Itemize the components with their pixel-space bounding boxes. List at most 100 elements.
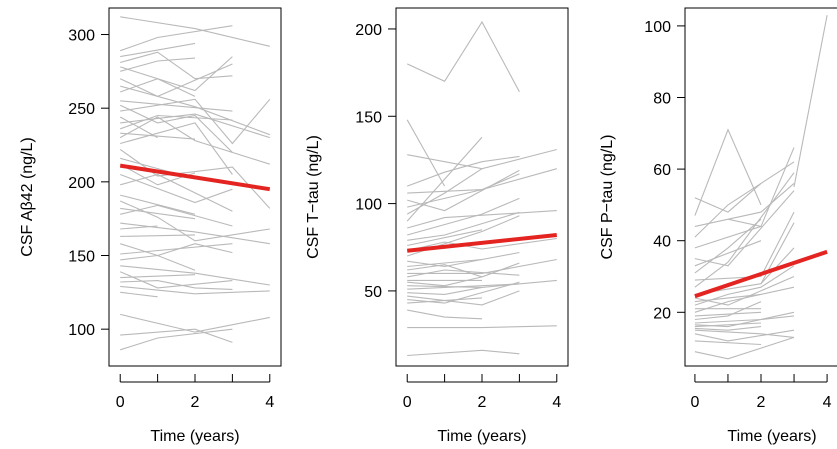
subject-line-28: [120, 222, 270, 245]
subject-line-13: [407, 229, 483, 247]
subject-line-7: [407, 173, 520, 208]
subject-line-9: [120, 78, 196, 97]
y-tick-label: 200: [68, 175, 95, 192]
subject-line-6: [694, 190, 795, 267]
subject-lines: [406, 20, 557, 357]
panel-csf-abeta42: 0 2 4 100 150 200 250 300 Time (years) CSF Aβ42 (…: [19, 7, 282, 445]
x-tick-label: 0: [690, 394, 699, 411]
subject-line-26: [407, 290, 520, 306]
subject-line-35: [119, 271, 233, 289]
subject-line-9: [694, 211, 795, 281]
plot-frame: [684, 7, 837, 367]
subject-line-20: [407, 269, 520, 278]
subject-line-31: [407, 349, 520, 357]
subject-line-3: [120, 42, 196, 58]
subject-line-24: [694, 329, 795, 342]
subject-line-12: [407, 211, 520, 241]
subject-line-24: [120, 194, 196, 215]
x-tick-label: 2: [191, 394, 200, 411]
subject-line-22: [407, 276, 483, 287]
subject-lines: [694, 15, 828, 360]
x-tick-label: 2: [478, 394, 487, 411]
subject-line-11: [694, 247, 795, 295]
y-tick-label: 150: [68, 249, 95, 266]
subject-line-19: [694, 315, 795, 324]
subject-lines: [119, 16, 271, 351]
subject-line-25: [119, 200, 270, 242]
subject-line-4: [694, 161, 795, 238]
y-tick-label: 300: [68, 28, 95, 45]
subject-line-25: [407, 286, 483, 295]
subject-line-13: [694, 293, 762, 303]
subject-line-21: [694, 322, 762, 328]
subject-line-22: [694, 326, 762, 331]
subject-line-2: [120, 25, 233, 52]
subject-line-38: [120, 285, 270, 295]
subject-line-16: [407, 251, 520, 268]
subject-line-23: [120, 173, 233, 212]
x-tick-label: 4: [823, 394, 832, 411]
subject-line-14: [694, 265, 795, 306]
x-axis-title: Time (years): [437, 428, 526, 445]
subject-line-30: [120, 234, 196, 237]
mean-trend-line: [119, 163, 271, 192]
subject-line-36: [120, 274, 196, 279]
subject-line-29: [407, 309, 483, 320]
y-axis-title-t-tau: CSF T−tau (ng/L): [305, 135, 322, 259]
subject-line-22: [120, 173, 233, 204]
subject-line-3: [694, 182, 795, 227]
subject-line-17: [119, 116, 270, 165]
subject-line-30: [407, 325, 557, 329]
subject-line-9: [406, 136, 483, 222]
x-tick-label: 4: [265, 394, 274, 411]
subject-line-1: [120, 16, 270, 47]
plot-frame: [395, 7, 569, 367]
subject-line-24: [407, 283, 520, 290]
subject-line-27: [120, 204, 233, 227]
subject-line-18: [694, 301, 762, 321]
subject-line-29: [120, 225, 158, 230]
subject-line-2: [406, 119, 446, 187]
subject-line-4: [407, 155, 520, 187]
subject-line-20: [694, 311, 795, 328]
subject-line-3: [407, 148, 557, 170]
subject-line-10: [694, 261, 729, 288]
y-tick-label: 200: [355, 22, 382, 39]
subject-line-7: [694, 240, 762, 267]
panel-csf-t-tau: 0 2 4 50 100 150 200 Time (years) CSF T−tau (ng/…: [305, 7, 569, 445]
subject-line-8: [120, 85, 270, 136]
subject-line-34: [120, 265, 270, 286]
y-tick-label: 80: [653, 91, 671, 108]
y-tick-label: 50: [364, 284, 382, 301]
subject-line-4: [120, 51, 233, 80]
subject-line-42: [120, 328, 233, 343]
y-tick-label: 250: [68, 101, 95, 118]
y-tick-label: 100: [355, 197, 382, 214]
subject-line-28: [407, 297, 483, 304]
subject-line-33: [120, 254, 196, 271]
x-tick-label: 4: [552, 394, 561, 411]
subject-line-1: [694, 182, 762, 213]
x-axis-title: Time (years): [150, 428, 239, 445]
subject-line-30: [793, 15, 828, 188]
subject-line-37: [120, 280, 233, 290]
y-tick-label: 100: [68, 322, 95, 339]
subject-line-27: [407, 281, 520, 304]
subject-line-15: [120, 114, 233, 130]
mean-trend-line: [694, 249, 828, 299]
subject-line-18: [120, 122, 233, 175]
subject-line-28: [727, 218, 762, 227]
subject-line-10: [120, 100, 233, 112]
subject-line-32: [120, 243, 233, 255]
subject-line-19: [407, 258, 557, 274]
subject-line-26: [694, 336, 795, 360]
subject-line-5: [120, 56, 233, 92]
x-tick-label: 0: [403, 394, 412, 411]
subject-line-6: [120, 57, 196, 72]
subject-line-11: [407, 197, 520, 236]
subject-line-1: [406, 20, 520, 93]
y-tick-label: 40: [653, 234, 671, 251]
y-tick-label: 20: [653, 305, 671, 322]
subject-line-11: [119, 104, 233, 153]
